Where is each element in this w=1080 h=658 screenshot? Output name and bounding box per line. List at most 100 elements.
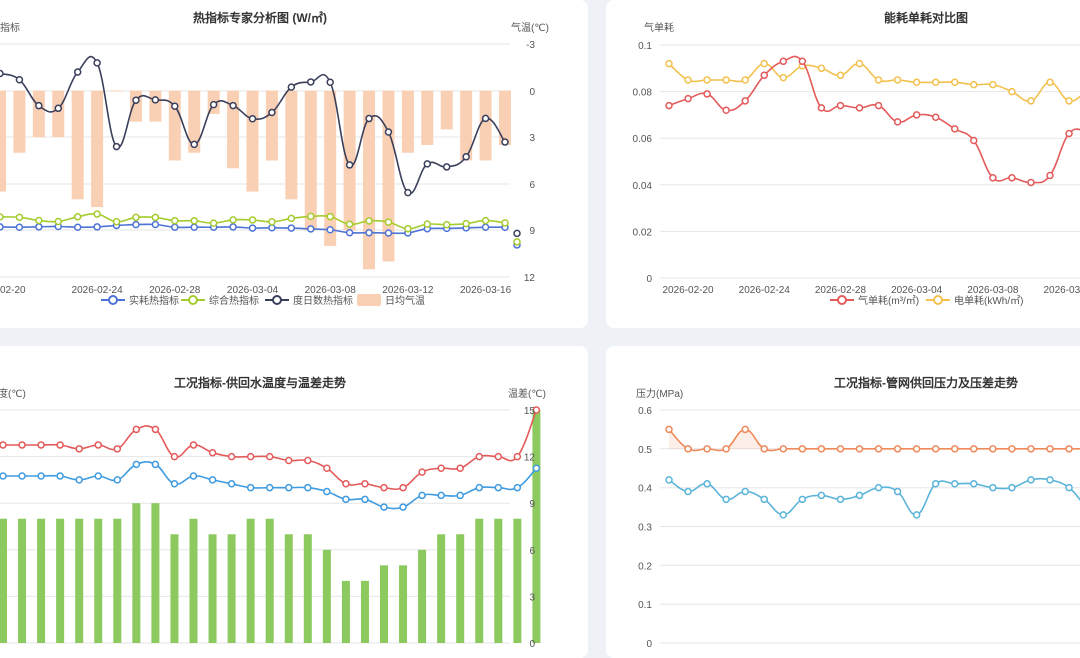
heat-series-0-point[interactable] (15, 223, 24, 231)
water-supply-point[interactable] (342, 480, 350, 488)
pressure-return-point[interactable] (1027, 476, 1035, 484)
temp-diff-bar[interactable] (532, 410, 541, 643)
legend-item-actual[interactable]: 实耗热指标 (101, 294, 179, 307)
energy-electric-point[interactable] (760, 59, 768, 68)
temp-bar[interactable] (110, 90, 123, 92)
water-return-point[interactable] (132, 460, 141, 469)
heat-series-0-point[interactable] (345, 228, 354, 237)
heat-series-0-point[interactable] (326, 226, 334, 234)
temp-diff-bar[interactable] (246, 518, 255, 643)
pressure-return-point[interactable] (798, 495, 807, 504)
water-return-point[interactable] (208, 476, 217, 484)
water-supply-point[interactable] (456, 464, 464, 472)
temp-bar[interactable] (479, 90, 492, 161)
legend-item-gas[interactable]: 气单耗(m³/㎡) (830, 294, 919, 307)
heat-series-1-point[interactable] (151, 213, 160, 222)
energy-gas-point[interactable] (836, 101, 845, 110)
temp-bar[interactable] (52, 90, 65, 138)
heat-series-2-point[interactable] (229, 101, 237, 110)
heat-series-2-point[interactable] (93, 59, 101, 67)
water-return-point[interactable] (37, 472, 45, 480)
pressure-supply-point[interactable] (970, 445, 978, 453)
water-supply-point[interactable] (361, 480, 369, 488)
legend-item-degreeday[interactable]: 度日数热指标 (265, 294, 353, 307)
heat-series-2-point[interactable] (132, 96, 140, 104)
heat-series-2-point[interactable] (73, 68, 82, 76)
water-supply-point[interactable] (418, 468, 426, 476)
temp-bar[interactable] (91, 90, 104, 208)
water-return-point[interactable] (94, 472, 102, 480)
water-return-point[interactable] (475, 483, 483, 492)
water-supply-point[interactable] (513, 452, 522, 461)
energy-gas-point[interactable] (912, 111, 921, 119)
water-supply-point[interactable] (532, 406, 541, 414)
energy-gas-point[interactable] (951, 125, 959, 133)
pressure-return-point[interactable] (722, 495, 730, 504)
heat-series-2-point[interactable] (481, 114, 490, 123)
temp-diff-bar[interactable] (303, 534, 312, 643)
water-return-point[interactable] (75, 476, 83, 484)
legend-item-composite[interactable]: 综合热指标 (181, 294, 259, 307)
temp-diff-bar[interactable] (475, 518, 484, 643)
heat-series-0-point[interactable] (171, 223, 179, 231)
pressure-return-point[interactable] (1065, 483, 1073, 492)
energy-electric-point[interactable] (855, 59, 864, 68)
temp-bar[interactable] (32, 90, 45, 138)
heat-series-1-point[interactable] (423, 220, 432, 228)
pressure-return-point[interactable] (989, 483, 997, 492)
heat-series-2-point[interactable] (287, 83, 296, 91)
pressure-supply-point[interactable] (989, 445, 997, 453)
water-return-point[interactable] (513, 483, 522, 492)
water-return-point[interactable] (56, 472, 64, 480)
water-return-point[interactable] (361, 495, 369, 504)
heat-series-2-point[interactable] (345, 161, 354, 169)
pressure-return-point[interactable] (760, 495, 768, 504)
water-return-point[interactable] (151, 460, 160, 469)
energy-electric-point[interactable] (931, 78, 940, 87)
energy-gas-point[interactable] (760, 71, 768, 80)
temp-bar[interactable] (149, 90, 162, 122)
water-supply-point[interactable] (399, 483, 407, 492)
temp-diff-bar[interactable] (360, 580, 369, 643)
heat-series-1-point[interactable] (132, 213, 140, 222)
heat-series-1-point[interactable] (307, 212, 315, 221)
heat-series-2-point[interactable] (112, 142, 121, 151)
temp-diff-bar[interactable] (284, 534, 293, 643)
temp-bar[interactable] (188, 90, 201, 153)
energy-electric-point[interactable] (741, 76, 749, 84)
energy-gas-point[interactable] (722, 106, 730, 114)
heat-series-1-point[interactable] (93, 210, 101, 218)
energy-electric-point[interactable] (703, 76, 711, 84)
water-return-point[interactable] (323, 487, 331, 496)
pressure-supply-point[interactable] (741, 425, 749, 434)
temp-diff-bar[interactable] (494, 518, 503, 643)
water-supply-point[interactable] (18, 441, 26, 449)
legend-item-temp[interactable]: 日均气温 (357, 294, 425, 307)
heat-series-2-point[interactable] (326, 78, 334, 87)
energy-electric-point[interactable] (1027, 97, 1035, 105)
water-return-point[interactable] (304, 483, 312, 492)
heat-series-1-point[interactable] (35, 216, 43, 225)
energy-gas-point[interactable] (665, 101, 673, 110)
temp-bar[interactable] (168, 90, 181, 161)
temp-bar[interactable] (304, 90, 317, 231)
temp-diff-bar[interactable] (113, 518, 122, 643)
temp-bar[interactable] (460, 90, 473, 161)
heat-series-2-point[interactable] (0, 69, 4, 78)
pressure-supply-point[interactable] (912, 445, 921, 453)
heat-series-1-point[interactable] (0, 213, 4, 221)
temp-bar[interactable] (129, 90, 142, 122)
energy-gas-point[interactable] (874, 101, 883, 110)
energy-electric-point[interactable] (1046, 78, 1054, 87)
water-supply-point[interactable] (227, 452, 236, 461)
water-supply-point[interactable] (113, 445, 122, 453)
heat-series-2-point[interactable] (54, 104, 63, 113)
temp-bar[interactable] (71, 90, 84, 200)
heat-series-1-point[interactable] (365, 217, 373, 225)
heat-series-1-point[interactable] (462, 219, 470, 228)
temp-diff-bar[interactable] (170, 534, 179, 643)
heat-series-2-point[interactable] (423, 160, 432, 168)
temp-bar[interactable] (246, 90, 259, 192)
water-supply-point[interactable] (132, 425, 141, 434)
temp-diff-bar[interactable] (227, 534, 236, 643)
